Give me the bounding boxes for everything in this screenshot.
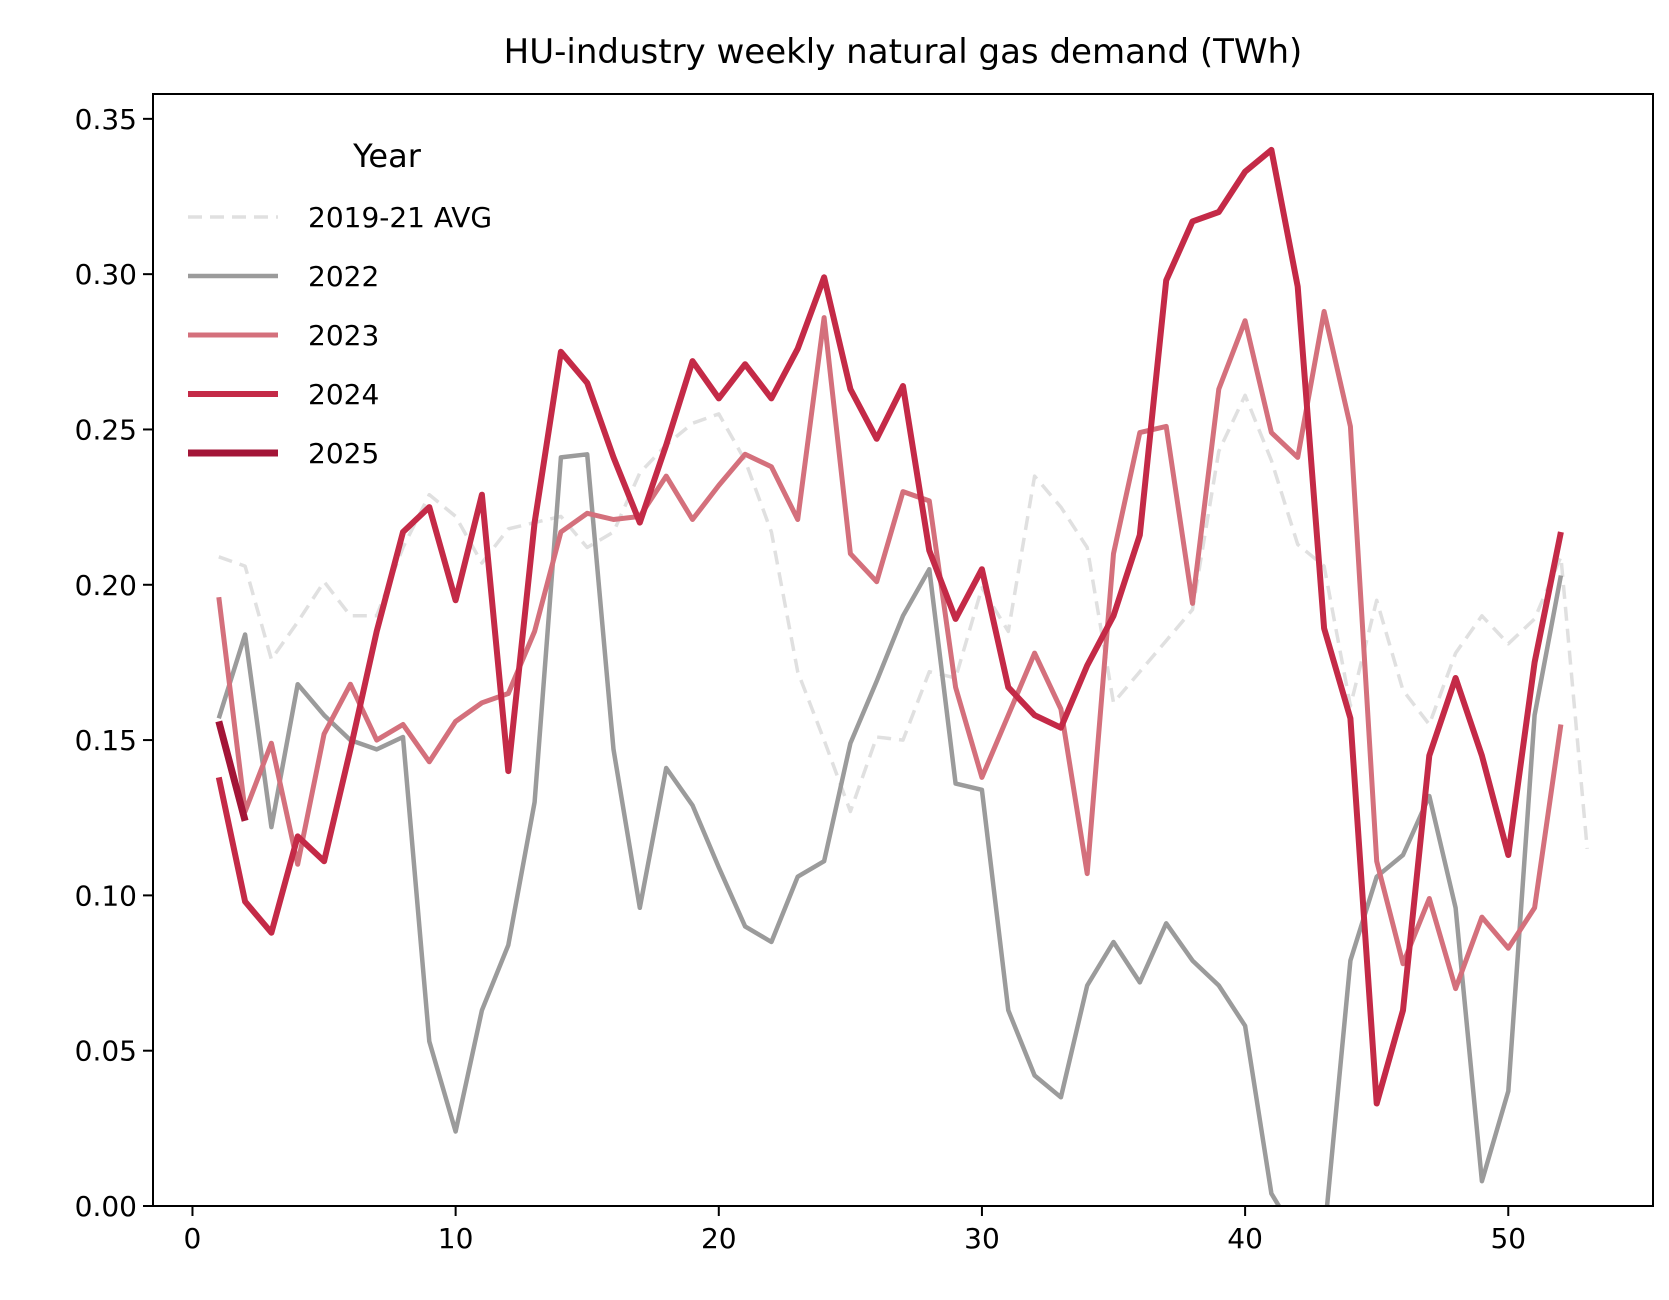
y-tick-label: 0.30: [75, 258, 137, 291]
legend-label: 2024: [308, 378, 379, 411]
y-tick-label: 0.20: [75, 569, 137, 602]
chart-title: HU-industry weekly natural gas demand (T…: [504, 32, 1303, 72]
legend-label: 2025: [308, 437, 379, 470]
y-tick-label: 0.00: [75, 1190, 137, 1223]
y-tick-label: 0.25: [75, 413, 137, 446]
legend-label: 2019-21 AVG: [308, 201, 492, 234]
x-tick-label: 40: [1227, 1222, 1263, 1255]
legend-title: Year: [352, 137, 422, 175]
x-tick-label: 0: [184, 1222, 202, 1255]
y-tick-label: 0.05: [75, 1035, 137, 1068]
x-tick-label: 30: [964, 1222, 1000, 1255]
plot-area: [215, 146, 1589, 1206]
series-line-2019-21-avg: [218, 393, 1589, 849]
legend-label: 2022: [308, 260, 379, 293]
x-tick-label: 20: [701, 1222, 737, 1255]
x-tick-label: 10: [438, 1222, 474, 1255]
series-line-2024: [215, 146, 1564, 1107]
legend-label: 2023: [308, 319, 379, 352]
series-line-2025: [215, 720, 249, 822]
axes-frame: [152, 93, 1654, 1207]
x-tick-label: 50: [1490, 1222, 1526, 1255]
series-line-2022: [216, 452, 1564, 1206]
y-tick-label: 0.10: [75, 879, 137, 912]
y-tick-label: 0.15: [75, 724, 137, 757]
y-axis: 0.00 0.05 0.10 0.15 0.20 0.25 0.30 0.35: [75, 103, 153, 1223]
y-tick-label: 0.35: [75, 103, 137, 136]
x-axis: 0 10 20 30 40 50: [184, 1206, 1526, 1255]
legend: Year 2019-21 AVG 2022 2023 2024 2025: [188, 137, 492, 470]
series-line-2023: [216, 308, 1564, 992]
